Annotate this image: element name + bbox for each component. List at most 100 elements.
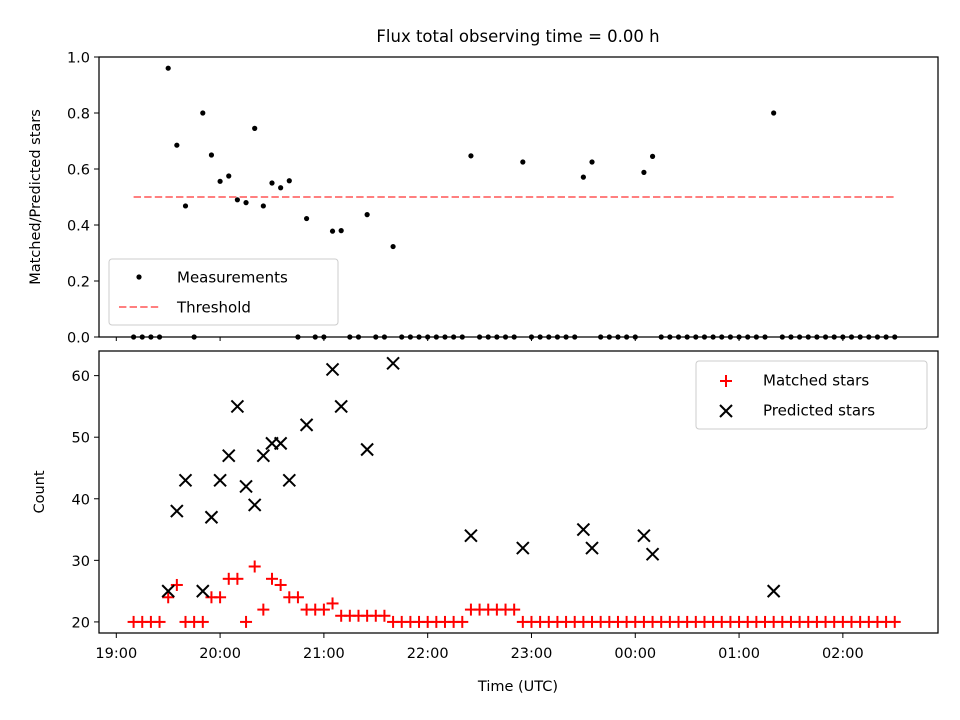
matched-star-point <box>214 591 227 604</box>
predicted-star-point <box>334 399 348 414</box>
measurement-point <box>278 185 284 191</box>
matched-star-point <box>265 572 278 585</box>
predicted-star-point <box>516 541 530 555</box>
top-x-ticks <box>115 337 844 341</box>
predicted-star-point <box>645 547 660 561</box>
predicted-star-point <box>464 529 478 543</box>
predicted-star-point <box>230 399 245 414</box>
matched-star-point <box>240 615 253 628</box>
matched-star-point <box>196 615 209 628</box>
threshold-legend-label: Threshold <box>176 299 251 317</box>
top-y-tick-label: 0.8 <box>67 107 90 123</box>
predicted-legend-label: Predicted stars <box>763 402 875 420</box>
matched-star-point <box>456 615 469 628</box>
matched-star-point <box>508 603 521 616</box>
predicted-star-point <box>325 362 340 377</box>
top-y-tick-label: 0.2 <box>67 275 90 291</box>
matched-star-point <box>231 572 244 585</box>
matched-star-point <box>378 609 391 622</box>
measurements-legend-marker <box>136 274 142 280</box>
bottom-plot-marks <box>127 356 901 628</box>
matched-star-point <box>326 597 339 610</box>
top-y-axis-label: Matched/Predicted stars <box>28 109 44 285</box>
predicted-star-point <box>196 584 210 598</box>
bottom-y-ticks: 20 30 40 50 60 <box>72 369 99 631</box>
predicted-star-point <box>170 504 184 518</box>
matched-legend-marker <box>720 375 732 387</box>
measurement-point <box>303 215 310 222</box>
predicted-star-point <box>256 448 271 463</box>
bottom-y-axis-label: Count <box>32 470 48 513</box>
measurement-point <box>771 110 777 116</box>
predicted-star-point <box>273 436 288 451</box>
measurement-point <box>217 178 223 184</box>
predicted-star-point <box>204 510 219 524</box>
bottom-x-tick-label: 20:00 <box>199 646 241 662</box>
predicted-star-point <box>585 541 599 555</box>
predicted-star-point <box>360 442 374 457</box>
measurement-point <box>338 228 344 234</box>
matched-star-point <box>248 560 261 573</box>
top-y-tick-label: 1.0 <box>67 51 90 67</box>
measurement-point <box>329 228 336 234</box>
predicted-star-point <box>222 448 236 463</box>
measurement-point <box>390 243 396 250</box>
measurement-point <box>226 173 232 179</box>
predicted-star-point <box>299 418 314 432</box>
measurement-point <box>200 110 206 116</box>
bottom-x-tick-label: 01:00 <box>718 646 760 662</box>
predicted-star-point <box>637 529 651 543</box>
measurement-point <box>269 180 275 186</box>
matched-star-point <box>291 591 304 604</box>
top-legend-box <box>108 258 339 326</box>
top-y-ticks: 0.0 0.2 0.4 0.6 0.8 1.0 <box>67 51 99 347</box>
top-y-tick-label: 0.4 <box>67 219 90 235</box>
predicted-star-point <box>386 356 400 371</box>
measurement-point <box>208 152 215 158</box>
matched-star-point <box>317 603 330 616</box>
measurement-point <box>252 125 258 131</box>
top-y-tick-label: 0.6 <box>67 163 90 179</box>
matched-star-point <box>274 578 287 591</box>
bottom-x-tick-label: 19:00 <box>95 646 137 662</box>
measurement-point <box>260 203 266 209</box>
bottom-legend-box <box>695 360 928 430</box>
predicted-star-point <box>247 498 262 512</box>
predicted-star-point <box>213 473 227 488</box>
matched-star-point <box>162 591 175 604</box>
top-axes-frame <box>98 56 939 338</box>
measurements-legend-label: Measurements <box>177 269 288 287</box>
matched-star-point <box>153 615 166 628</box>
bottom-x-tick-label: 00:00 <box>614 646 656 662</box>
bottom-y-tick-label: 60 <box>72 369 90 385</box>
measurement-point <box>234 197 240 203</box>
matched-star-point <box>257 603 270 616</box>
predicted-legend-marker <box>719 404 733 418</box>
predicted-star-point <box>282 473 296 488</box>
matched-star-point <box>888 615 901 628</box>
bottom-x-tick-label: 02:00 <box>822 646 864 662</box>
bottom-axes-frame <box>98 350 939 634</box>
predicted-star-point <box>766 584 781 598</box>
measurement-point <box>520 159 526 165</box>
bottom-legend: Matched stars Predicted stars <box>695 360 928 430</box>
bottom-x-tick-label: 23:00 <box>511 646 553 662</box>
x-axis-label: Time (UTC) <box>477 679 558 695</box>
measurement-point <box>468 153 474 159</box>
measurement-point <box>174 142 180 148</box>
measurement-point <box>589 159 595 165</box>
chart-title: Flux total observing time = 0.00 h <box>376 27 659 46</box>
matched-star-point <box>170 578 183 591</box>
matched-legend-label: Matched stars <box>763 372 869 390</box>
measurement-point <box>580 174 586 180</box>
top-y-tick-label: 0.0 <box>67 331 90 347</box>
bottom-x-tick-label: 21:00 <box>303 646 345 662</box>
measurement-point <box>649 153 656 159</box>
predicted-star-point <box>178 473 193 488</box>
bottom-y-tick-label: 30 <box>72 554 90 570</box>
predicted-star-point <box>239 479 253 494</box>
measurement-point <box>243 200 249 206</box>
bottom-y-tick-label: 40 <box>72 492 90 508</box>
top-legend: Measurements Threshold <box>108 258 339 326</box>
